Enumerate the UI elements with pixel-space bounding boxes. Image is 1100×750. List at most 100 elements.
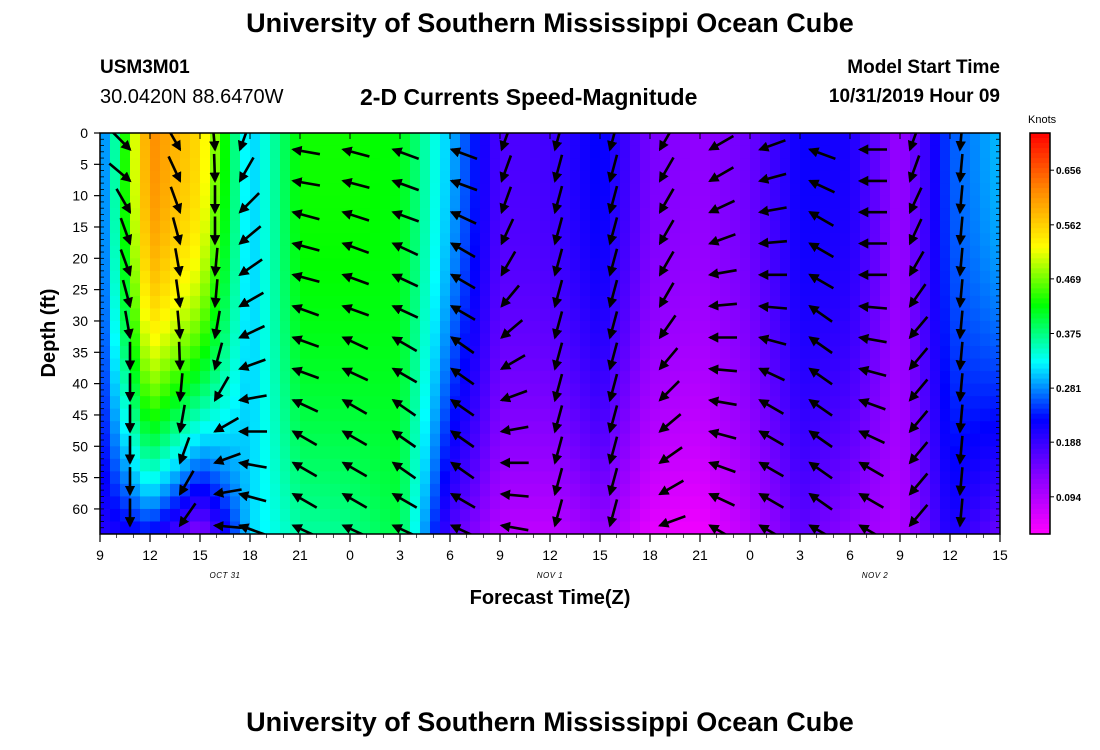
- heat-cell: [460, 396, 471, 410]
- heat-cell: [550, 220, 561, 234]
- heat-cell: [330, 258, 341, 272]
- heat-cell: [330, 508, 341, 523]
- heat-cell: [380, 471, 391, 485]
- heat-cell: [470, 258, 481, 272]
- heat-cell: [580, 471, 591, 485]
- heat-cell: [570, 396, 581, 410]
- heat-cell: [690, 471, 701, 485]
- current-vector-arrow: [291, 430, 318, 447]
- heat-cell: [500, 396, 511, 410]
- heat-cell: [840, 421, 851, 435]
- heat-cell: [860, 308, 871, 322]
- heat-cell: [850, 158, 861, 172]
- heat-cell: [680, 446, 691, 460]
- heat-cell: [410, 233, 421, 247]
- heat-cell: [620, 346, 631, 360]
- heat-cell: [530, 258, 541, 272]
- heat-cell: [900, 396, 911, 410]
- heat-cell: [700, 320, 711, 335]
- heat-cell: [180, 295, 191, 310]
- current-vector-arrow: [237, 491, 267, 503]
- heat-cell: [350, 396, 361, 410]
- heat-cell: [330, 371, 341, 385]
- heat-cell: [530, 396, 541, 410]
- colorbar-segment: [1030, 433, 1050, 440]
- heat-cell: [370, 421, 381, 435]
- current-vector-arrow: [955, 310, 966, 340]
- heat-cell: [690, 508, 701, 523]
- heat-cell: [260, 421, 271, 435]
- heat-cell: [940, 220, 951, 234]
- current-vector-arrow: [708, 524, 728, 534]
- heat-cell: [330, 233, 341, 247]
- heat-cell: [570, 521, 581, 534]
- heat-cell: [990, 433, 1000, 447]
- heat-cell: [580, 346, 591, 360]
- current-vector-arrow: [341, 367, 369, 382]
- heat-cell: [320, 358, 331, 372]
- heat-cell: [250, 170, 261, 184]
- heat-cell: [210, 208, 221, 222]
- heat-cell: [590, 245, 601, 259]
- heat-cell: [430, 195, 441, 209]
- heat-cell: [260, 458, 271, 472]
- x-tick-label: 15: [992, 547, 1008, 563]
- heat-cell: [760, 258, 771, 272]
- heat-cell: [250, 446, 261, 460]
- current-vector-arrow: [757, 334, 787, 346]
- heat-cell: [340, 371, 351, 385]
- current-vector-arrow: [607, 279, 619, 309]
- heat-cell: [180, 346, 191, 360]
- heat-cell: [320, 170, 331, 184]
- heat-cell: [380, 208, 391, 222]
- heat-cell: [860, 496, 871, 510]
- heat-cell: [510, 383, 521, 397]
- colorbar-segment: [1030, 143, 1050, 149]
- heat-cell: [580, 320, 591, 335]
- heat-cell: [360, 208, 371, 222]
- heat-cell: [470, 496, 481, 510]
- heat-cell: [660, 220, 671, 234]
- heat-cell: [150, 433, 161, 447]
- current-vector-arrow: [391, 492, 418, 509]
- heat-cell: [910, 308, 921, 322]
- heat-cell: [140, 133, 151, 147]
- heat-cell: [960, 245, 971, 259]
- heat-cell: [240, 183, 251, 197]
- heat-cell: [310, 383, 321, 397]
- heat-cell: [750, 158, 761, 172]
- heat-cell: [100, 145, 111, 159]
- heat-cell: [680, 158, 691, 172]
- colorbar-tick-label: 0.375: [1056, 330, 1081, 341]
- heat-cell: [370, 521, 381, 534]
- heat-cell: [430, 346, 441, 360]
- heat-cell: [550, 396, 561, 410]
- current-vector-arrow: [121, 279, 133, 309]
- heat-cell: [250, 433, 261, 447]
- heat-cell: [750, 308, 761, 322]
- heat-cell: [890, 245, 901, 259]
- heat-cell: [990, 158, 1000, 172]
- heat-cell: [930, 295, 941, 310]
- heat-cell: [710, 471, 721, 485]
- heat-cell: [210, 408, 221, 422]
- heat-cell: [560, 145, 571, 159]
- heat-cell: [200, 233, 211, 247]
- heat-cell: [990, 396, 1000, 410]
- heat-cell: [120, 433, 131, 447]
- heat-cell: [230, 496, 241, 510]
- heat-cell: [480, 320, 491, 335]
- heat-cell: [520, 245, 531, 259]
- heat-cell: [140, 170, 151, 184]
- heat-cell: [950, 233, 961, 247]
- heat-cell: [460, 471, 471, 485]
- heat-cell: [920, 320, 931, 335]
- heat-cell: [310, 283, 321, 297]
- heat-cell: [730, 508, 741, 523]
- heat-cell: [430, 220, 441, 234]
- heat-cell: [880, 458, 891, 472]
- heat-cell: [320, 421, 331, 435]
- heat-cell: [120, 133, 131, 147]
- heat-cell: [450, 233, 461, 247]
- heat-cell: [520, 320, 531, 335]
